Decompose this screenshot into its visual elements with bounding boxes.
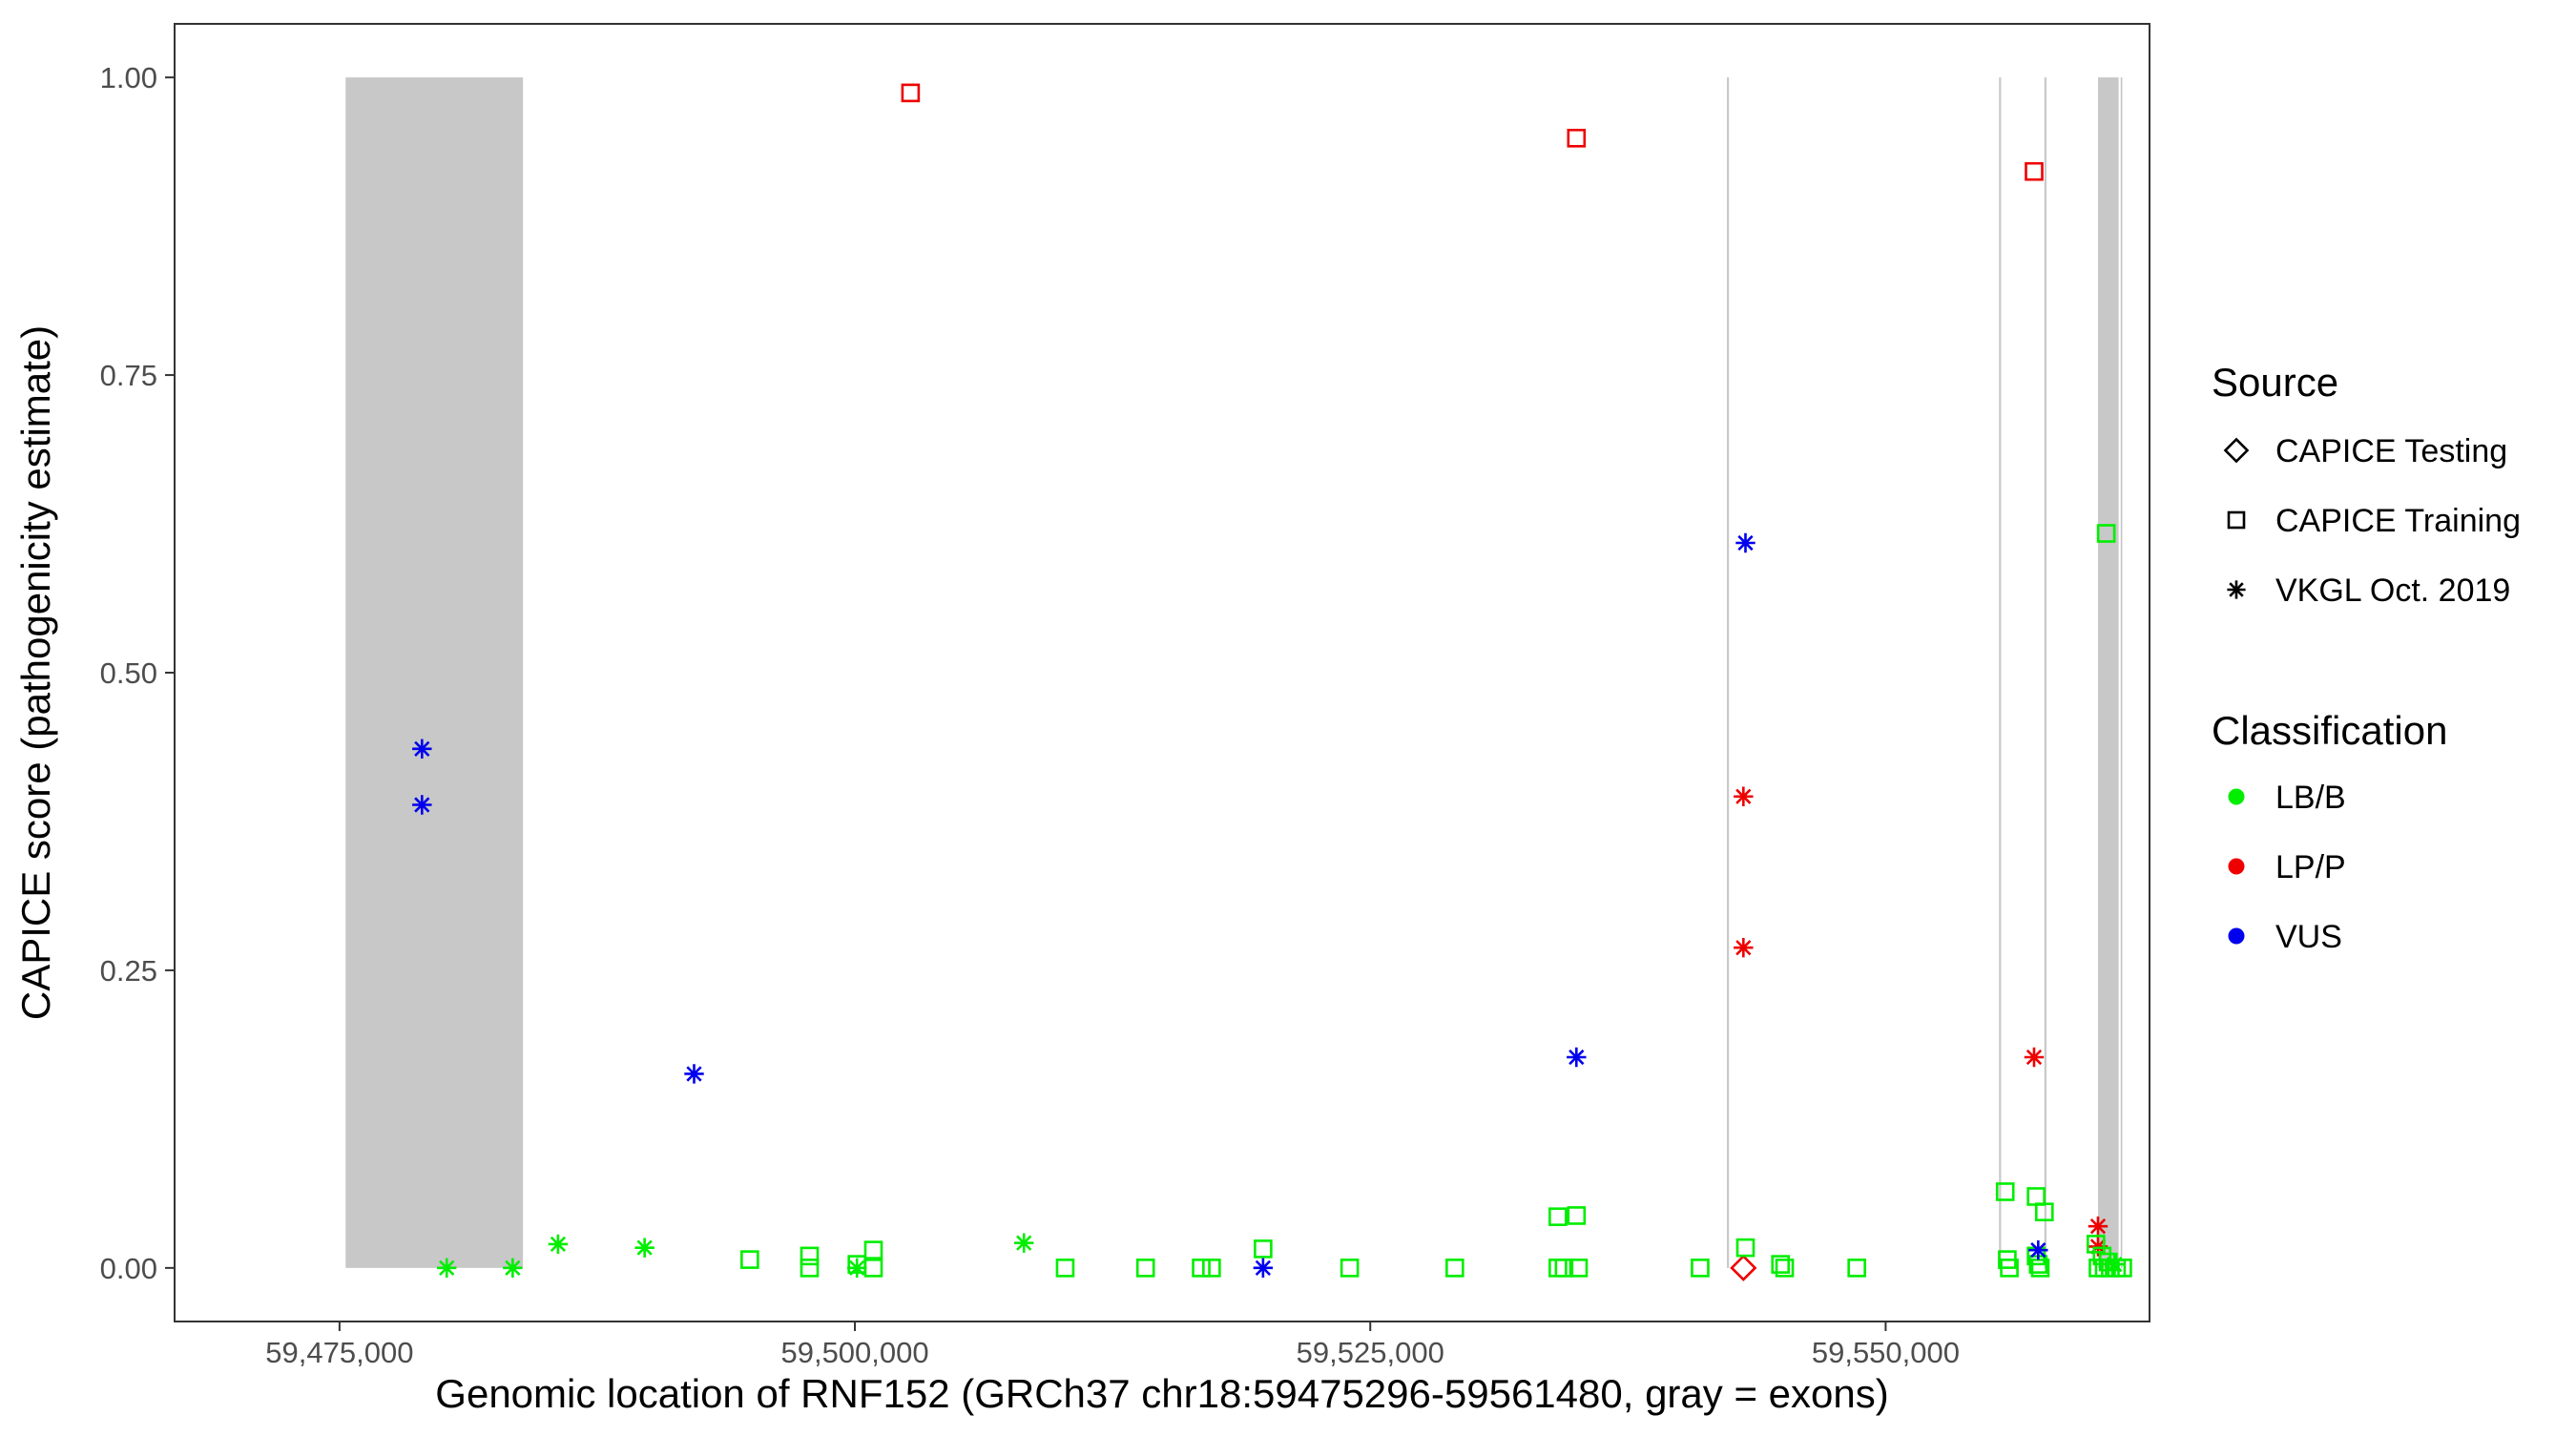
data-point-square — [1254, 1239, 1273, 1259]
data-point-square — [863, 1240, 883, 1259]
legend-key-diamond — [2223, 437, 2250, 464]
data-point-square — [1775, 1259, 1795, 1278]
data-point-square — [1995, 1182, 2015, 1201]
exon-region — [2097, 77, 2119, 1268]
data-point-diamond — [1730, 1254, 1757, 1281]
data-point-asterisk — [2105, 1254, 2125, 1275]
data-point-square — [2000, 1259, 2019, 1278]
data-point-square — [1567, 128, 1587, 148]
x-tick-label: 59,525,000 — [1297, 1336, 1444, 1369]
exon-regions — [345, 77, 2123, 1268]
data-point-asterisk — [412, 739, 432, 760]
data-point-asterisk — [2028, 1239, 2048, 1260]
y-tick-label: 0.25 — [100, 954, 157, 988]
data-point-square — [1554, 1259, 1574, 1278]
data-point-square — [800, 1246, 820, 1266]
legend-source-label: VKGL Oct. 2019 — [2275, 572, 2510, 609]
data-point-asterisk — [1734, 786, 1754, 806]
legend-source-title: Source — [2212, 360, 2338, 405]
data-point-square — [901, 83, 921, 103]
legend-key-dot — [2228, 788, 2245, 805]
data-point-square — [1055, 1259, 1075, 1278]
legend-key-asterisk — [2227, 580, 2246, 599]
data-point-square — [1568, 1259, 1589, 1278]
data-point-square — [1202, 1259, 1221, 1278]
data-point-square — [1847, 1259, 1866, 1278]
x-tick-label: 59,500,000 — [780, 1336, 928, 1369]
data-point-square — [1340, 1259, 1360, 1278]
legend-source-label: CAPICE Testing — [2275, 433, 2507, 469]
data-point-asterisk — [1253, 1258, 1274, 1279]
data-point-square — [740, 1250, 759, 1269]
data-points — [412, 83, 2132, 1281]
data-point-asterisk — [1735, 532, 1755, 553]
x-tick-label: 59,475,000 — [265, 1336, 413, 1369]
data-point-square — [2030, 1259, 2050, 1278]
data-point-square — [863, 1259, 883, 1278]
data-point-square — [800, 1259, 820, 1278]
legend-source-items: CAPICE Testing CAPICE Training VKGL Oct. 2… — [2223, 433, 2521, 609]
data-point-asterisk — [847, 1258, 867, 1279]
data-point-asterisk — [1567, 1047, 1587, 1068]
legend-classification-label: LP/P — [2275, 849, 2346, 885]
data-point-square — [1771, 1255, 1791, 1274]
data-point-asterisk — [412, 795, 432, 815]
data-point-square — [1445, 1259, 1465, 1278]
legend-classification-label: LB/B — [2275, 780, 2346, 816]
data-point-square — [2035, 1202, 2054, 1222]
legend-key-dot — [2228, 927, 2245, 945]
exon-region — [2120, 77, 2123, 1268]
data-point-square — [1735, 1238, 1755, 1258]
data-point-square — [2025, 161, 2044, 181]
data-point-square — [1548, 1207, 1568, 1227]
data-point-asterisk — [437, 1258, 457, 1279]
exon-region — [1999, 77, 2002, 1268]
y-axis: 0.00 0.25 0.50 0.75 1.00 — [100, 61, 175, 1285]
legend-classification-label: VUS — [2275, 919, 2342, 955]
data-point-asterisk — [503, 1258, 523, 1279]
y-tick-label: 1.00 — [100, 61, 157, 94]
legend-classification-items: LB/B LP/P VUS — [2228, 780, 2346, 955]
x-axis-title: Genomic location of RNF152 (GRCh37 chr18… — [435, 1371, 1888, 1416]
data-point-asterisk — [1014, 1233, 1034, 1253]
data-point-asterisk — [1734, 938, 1754, 958]
data-point-square — [1192, 1259, 1211, 1278]
data-point-asterisk — [634, 1238, 654, 1258]
y-tick-label: 0.50 — [100, 656, 157, 690]
x-tick-label: 59,550,000 — [1812, 1336, 1960, 1369]
data-point-square — [1567, 1206, 1587, 1225]
legend-key-square — [2227, 510, 2246, 530]
x-axis: 59,475,000 59,500,000 59,525,000 59,550,000 — [265, 1322, 1960, 1369]
legend-key-dot — [2228, 858, 2245, 875]
legend-source-label: CAPICE Training — [2275, 503, 2521, 539]
exon-region — [1727, 77, 1730, 1268]
data-point-asterisk — [2088, 1237, 2109, 1257]
exon-region — [2044, 77, 2046, 1268]
legend: Source CAPICE Testing CAPICE Training VKGL… — [2212, 360, 2521, 955]
data-point-asterisk — [2088, 1216, 2109, 1237]
y-tick-label: 0.75 — [100, 359, 157, 392]
data-point-square — [2096, 524, 2116, 543]
legend-classification-title: Classification — [2212, 708, 2447, 753]
data-point-asterisk — [548, 1234, 569, 1255]
exon-region — [345, 77, 524, 1268]
data-point-square — [1135, 1259, 1155, 1278]
y-tick-label: 0.00 — [100, 1252, 157, 1285]
data-point-asterisk — [2024, 1047, 2045, 1068]
data-point-square — [2087, 1235, 2106, 1254]
data-point-asterisk — [684, 1064, 704, 1084]
y-axis-title: CAPICE score (pathogenicity estimate) — [13, 325, 58, 1020]
data-point-square — [1691, 1259, 1710, 1278]
